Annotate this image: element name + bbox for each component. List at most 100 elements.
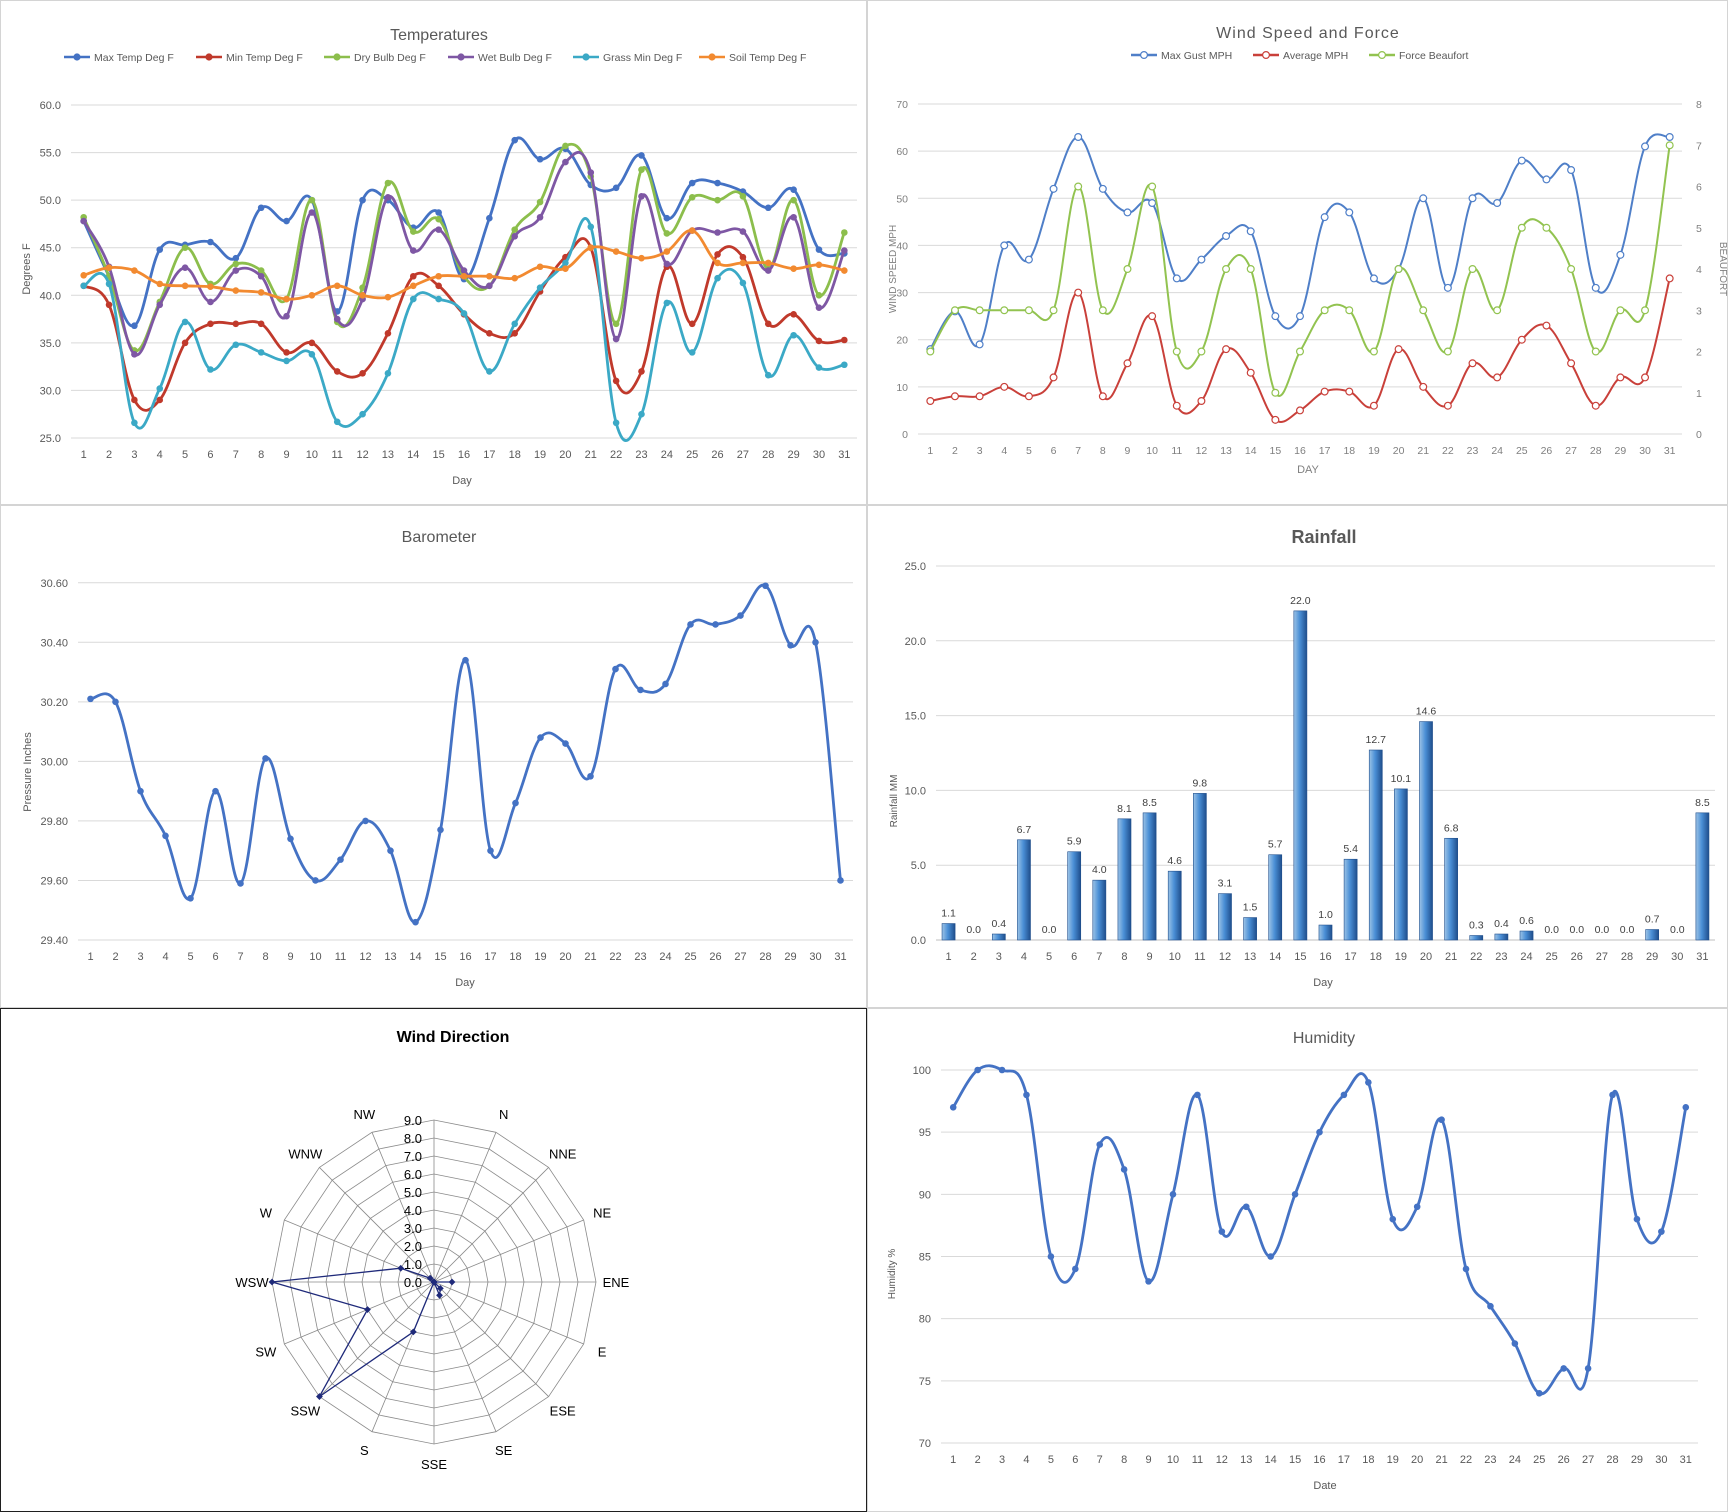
rainfall-data-label: 22.0 [1290,595,1311,607]
temp-point [815,364,823,371]
temperatures-title: Temperatures [390,27,488,44]
wind-xtick-label: 4 [1001,445,1007,457]
temp-point [105,264,113,271]
temp-point [308,291,316,299]
temp-point [257,289,265,296]
baro-point [562,740,569,747]
wind-point [1024,255,1033,264]
radar-rtick-label: 9.0 [404,1113,422,1128]
humidity-title: Humidity [1293,1030,1355,1047]
temp-point [815,246,823,253]
wind-point [1000,382,1009,391]
hum-xtick-label: 27 [1582,1454,1594,1466]
rainfall-data-label: 9.8 [1193,777,1208,789]
baro-point [662,680,669,688]
temperatures-ylabel: Degrees F [21,243,33,295]
hum-point [1047,1253,1055,1260]
temp-point [815,337,823,345]
temp-point [283,349,290,356]
rainfall-data-label: 0.0 [1620,924,1635,936]
temp-point [739,228,747,235]
baro-point [212,787,219,795]
radar-point [430,1278,438,1286]
rainfall-data-label: 1.1 [941,908,956,920]
temp-point [308,209,316,216]
hum-xtick-label: 9 [1146,1454,1152,1466]
rainfall-bar [1519,930,1534,941]
hum-point [1389,1215,1397,1223]
baro-xtick-label: 3 [137,951,143,963]
radar-direction-label: NW [354,1107,376,1122]
temp-ytick-label: 25.0 [40,433,61,445]
baro-xtick-label: 1 [87,951,93,963]
baro-xtick-label: 10 [309,951,321,963]
temp-point [435,209,442,216]
temp-point [536,155,544,163]
wind-xtick-label: 16 [1294,445,1306,457]
baro-point [362,817,369,825]
temp-point [207,283,214,291]
temp-point [638,254,645,262]
temp-xtick-label: 7 [233,449,239,461]
wind-point [1172,347,1181,356]
temp-point [688,179,696,187]
rainfall-bar [1394,788,1408,941]
radar-direction-label: SE [495,1443,513,1458]
temp-point [257,320,265,328]
rainfall-xtick-label: 21 [1445,951,1457,963]
wind-point [950,392,959,401]
wind-point [975,306,984,315]
wind-point [975,340,984,349]
temp-point [257,272,265,280]
temp-xtick-label: 16 [458,449,470,461]
rainfall-bar [1469,935,1484,941]
temp-point [308,350,316,358]
temp-xtick-label: 9 [283,449,289,461]
rainfall-data-label: 5.7 [1268,839,1283,851]
temp-point [562,265,569,272]
hum-point [1218,1228,1226,1235]
temp-legend-marker [333,53,341,61]
wind-point [1098,306,1107,315]
radar-spoke [319,1167,435,1283]
temp-point [207,366,214,373]
radar-spoke [433,1281,584,1345]
rainfall-xtick-label: 26 [1571,951,1583,963]
wind-point [1345,208,1354,217]
wind-legend-label: Max Gust MPH [1161,50,1232,62]
temp-point [181,282,189,290]
radar-rtick-label: 3.0 [404,1221,422,1236]
baro-ytick-label: 30.00 [40,756,68,768]
temp-ytick-label: 50.0 [40,195,61,207]
wind-point [1517,335,1526,344]
hum-xtick-label: 29 [1631,1454,1643,1466]
radar-direction-label: WSW [235,1275,269,1290]
temp-xtick-label: 27 [737,449,749,461]
temp-point [511,330,519,337]
hum-xtick-label: 25 [1533,1454,1545,1466]
temp-point [612,184,620,192]
baro-point [412,918,419,926]
hum-xtick-label: 17 [1338,1454,1350,1466]
baro-xtick-label: 12 [359,951,371,963]
hum-point [1340,1091,1348,1099]
rainfall-bar [1243,917,1257,941]
wind-point [1148,199,1157,208]
temp-legend-marker [457,53,465,61]
temp-point [232,287,240,294]
temp-xtick-label: 1 [81,449,87,461]
wind-point [1197,397,1206,406]
wind-point [1246,265,1255,274]
wind-point [1049,373,1058,382]
wind-point [1246,227,1255,236]
temp-point [80,272,87,279]
temp-point [232,267,240,274]
rainfall-data-label: 0.3 [1469,920,1484,932]
temp-point [460,267,468,274]
temp-point [435,226,442,233]
temp-point [435,272,442,280]
wind-point [1641,373,1650,382]
baro-xtick-label: 6 [212,951,218,963]
wind-point [1024,392,1033,401]
hum-point [1291,1191,1299,1198]
